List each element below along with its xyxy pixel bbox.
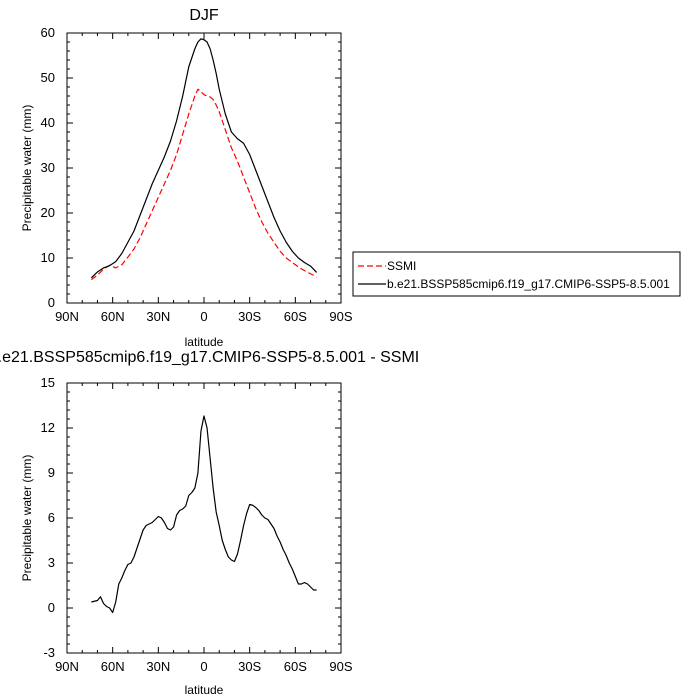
y-tick-label: 30	[41, 160, 55, 175]
legend-box	[352, 251, 681, 297]
x-tick-label: 0	[200, 309, 207, 324]
x-tick-label: 30N	[146, 309, 170, 324]
y-axis-label: Precipitable water (mm)	[20, 455, 34, 582]
x-tick-label: 30S	[238, 309, 261, 324]
x-tick-label: 60S	[284, 309, 307, 324]
legend-label-ssmi: SSMI	[387, 259, 416, 273]
y-tick-label: 15	[41, 375, 55, 390]
series-line-b-e21-bssp585cmip6-f19-g17-cmip6-ssp5-8-5-001	[90, 38, 318, 279]
y-tick-label: 50	[41, 70, 55, 85]
x-axis-label: latitude	[185, 335, 224, 349]
y-tick-label: 9	[48, 465, 55, 480]
y-tick-label: 12	[41, 420, 55, 435]
series-group	[90, 38, 318, 281]
x-tick-label: 90S	[329, 309, 352, 324]
tick-group: 90N 60N 30N 0 30S 60S 90S -3 0 3 6 9 12 15	[41, 375, 353, 674]
x-axis-label: latitude	[185, 683, 224, 697]
y-tick-label: -3	[43, 645, 55, 660]
y-tick-label: 0	[48, 600, 55, 615]
plot-frame	[66, 32, 342, 304]
chart-title: b.e21.BSSP585cmip6.f19_g17.CMIP6-SSP5-8.…	[0, 349, 419, 366]
plot-frame	[66, 382, 342, 654]
series-line-difference	[91, 415, 317, 614]
x-tick-label: 90S	[329, 659, 352, 674]
y-tick-label: 20	[41, 205, 55, 220]
x-tick-label: 60S	[284, 659, 307, 674]
y-tick-label: 10	[41, 250, 55, 265]
y-tick-label: 40	[41, 115, 55, 130]
x-tick-label: 90N	[55, 659, 79, 674]
x-tick-label: 90N	[55, 309, 79, 324]
x-tick-label: 30N	[146, 659, 170, 674]
tick-group: 90N 60N 30N 0 30S 60S 90S 0 10 20 30 40 50 60	[41, 25, 353, 324]
bottom-chart: b.e21.BSSP585cmip6.f19_g17.CMIP6-SSP5-8.…	[0, 349, 419, 697]
series-line-ssmi	[91, 88, 317, 281]
x-tick-label: 60N	[101, 309, 125, 324]
y-tick-label: 6	[48, 510, 55, 525]
top-chart: DJF 90N 60N 30N 0 30S 60S 90S 0 10 20 30 40 50 60 lat…	[20, 7, 353, 349]
y-tick-label: 3	[48, 555, 55, 570]
chart-title: DJF	[189, 7, 219, 24]
x-tick-label: 60N	[101, 659, 125, 674]
series-group	[91, 415, 317, 614]
x-tick-label: 0	[200, 659, 207, 674]
y-axis-label: Precipitable water (mm)	[20, 105, 34, 232]
legend-label-model: b.e21.BSSP585cmip6.f19_g17.CMIP6-SSP5-8.…	[387, 277, 670, 291]
x-tick-label: 30S	[238, 659, 261, 674]
y-tick-label: 0	[48, 295, 55, 310]
legend: SSMI b.e21.BSSP585cmip6.f19_g17.CMIP6-SS…	[352, 251, 681, 297]
y-tick-label: 60	[41, 25, 55, 40]
